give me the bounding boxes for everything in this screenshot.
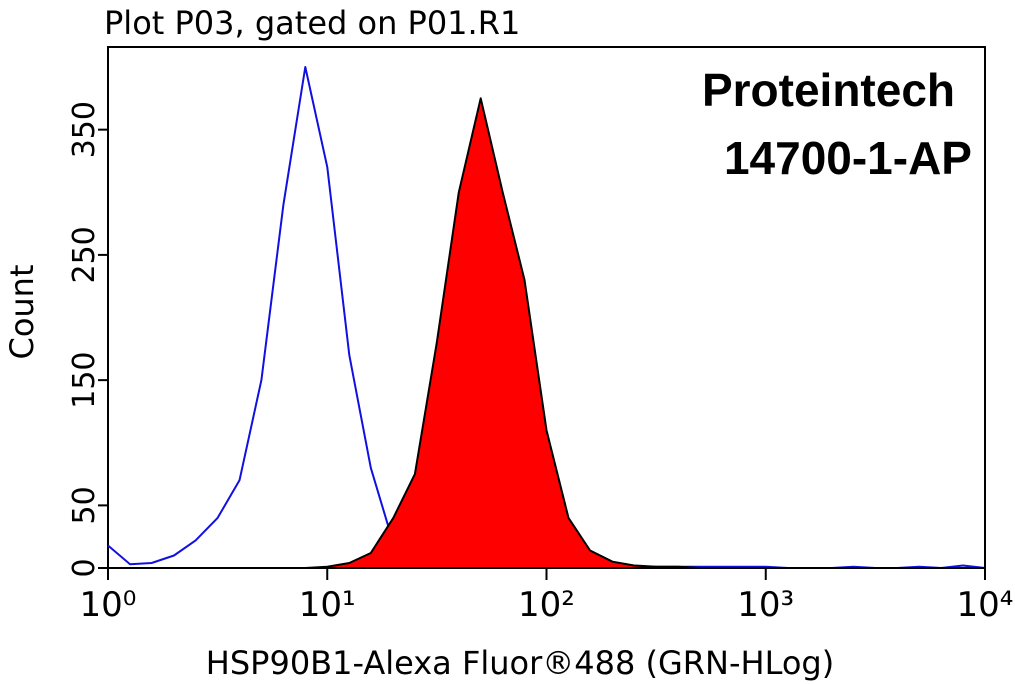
histogram-line [107, 97, 986, 569]
y-tick-label: 50 [67, 486, 102, 524]
x-axis-label: HSP90B1-Alexa Fluor®488 (GRN-HLog) [206, 644, 834, 682]
x-tick-label: 10² [518, 585, 575, 625]
x-tick-label: 10³ [737, 585, 794, 625]
chart-subtitle: Plot P03, gated on P01.R1 [104, 4, 520, 42]
y-axis-label: Count [3, 264, 41, 359]
y-tick-label: 150 [67, 352, 102, 409]
x-tick-label: 10⁴ [957, 585, 1014, 625]
y-tick-label: 250 [67, 226, 102, 283]
y-tick-label: 350 [67, 101, 102, 158]
annotation: 14700-1-AP [724, 132, 972, 184]
x-tick-label: 10¹ [299, 585, 356, 625]
y-tick-label: 0 [67, 558, 102, 577]
x-tick-label: 10⁰ [80, 585, 137, 625]
annotation: Proteintech [702, 64, 955, 116]
